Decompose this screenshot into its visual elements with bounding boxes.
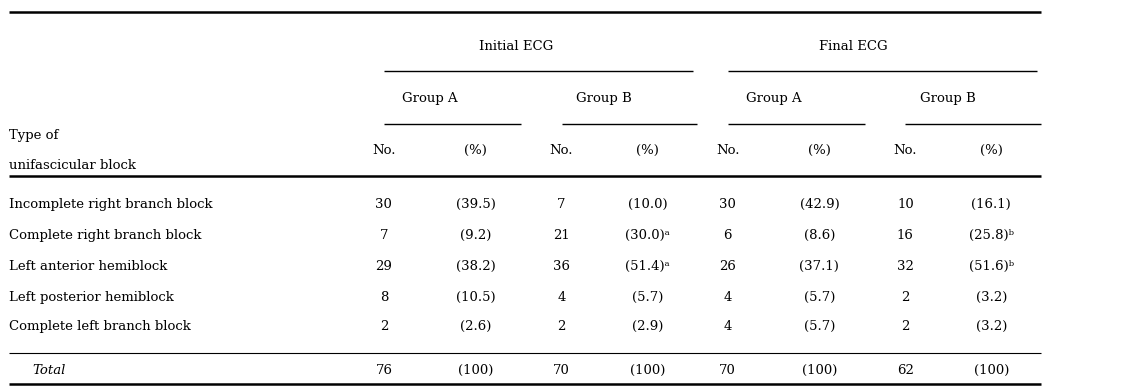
Text: (10.0): (10.0) xyxy=(628,198,667,211)
Text: (39.5): (39.5) xyxy=(456,198,495,211)
Text: 2: 2 xyxy=(557,320,566,333)
Text: 4: 4 xyxy=(557,291,566,304)
Text: (8.6): (8.6) xyxy=(803,229,835,242)
Text: (5.7): (5.7) xyxy=(803,320,835,333)
Text: (%): (%) xyxy=(808,144,831,157)
Text: 10: 10 xyxy=(897,198,913,211)
Text: (%): (%) xyxy=(980,144,1003,157)
Text: (3.2): (3.2) xyxy=(975,320,1007,333)
Text: (42.9): (42.9) xyxy=(800,198,839,211)
Text: Complete left branch block: Complete left branch block xyxy=(9,320,191,333)
Text: (100): (100) xyxy=(802,364,837,377)
Text: 30: 30 xyxy=(720,198,736,211)
Text: Total: Total xyxy=(32,364,65,377)
Text: 76: 76 xyxy=(376,364,392,377)
Text: Left anterior hemiblock: Left anterior hemiblock xyxy=(9,260,167,273)
Text: Left posterior hemiblock: Left posterior hemiblock xyxy=(9,291,174,304)
Text: 2: 2 xyxy=(379,320,388,333)
Text: No.: No. xyxy=(894,144,917,157)
Text: 29: 29 xyxy=(376,260,392,273)
Text: (51.4)ᵃ: (51.4)ᵃ xyxy=(626,260,669,273)
Text: (2.6): (2.6) xyxy=(460,320,492,333)
Text: unifascicular block: unifascicular block xyxy=(9,159,136,173)
Text: 2: 2 xyxy=(901,320,910,333)
Text: (%): (%) xyxy=(636,144,659,157)
Text: (38.2): (38.2) xyxy=(456,260,495,273)
Text: 30: 30 xyxy=(376,198,392,211)
Text: 6: 6 xyxy=(723,229,732,242)
Text: 32: 32 xyxy=(897,260,913,273)
Text: (100): (100) xyxy=(458,364,493,377)
Text: (5.7): (5.7) xyxy=(631,291,664,304)
Text: Incomplete right branch block: Incomplete right branch block xyxy=(9,198,213,211)
Text: 8: 8 xyxy=(379,291,388,304)
Text: (51.6)ᵇ: (51.6)ᵇ xyxy=(968,260,1014,273)
Text: (10.5): (10.5) xyxy=(456,291,495,304)
Text: 16: 16 xyxy=(897,229,913,242)
Text: Group B: Group B xyxy=(920,92,975,105)
Text: 62: 62 xyxy=(897,364,913,377)
Text: 2: 2 xyxy=(901,291,910,304)
Text: 26: 26 xyxy=(720,260,736,273)
Text: Initial ECG: Initial ECG xyxy=(479,40,552,53)
Text: 7: 7 xyxy=(379,229,388,242)
Text: (16.1): (16.1) xyxy=(972,198,1011,211)
Text: (3.2): (3.2) xyxy=(975,291,1007,304)
Text: Type of: Type of xyxy=(9,129,58,142)
Text: (%): (%) xyxy=(464,144,487,157)
Text: (100): (100) xyxy=(974,364,1008,377)
Text: 36: 36 xyxy=(554,260,570,273)
Text: Group A: Group A xyxy=(746,92,801,105)
Text: Group A: Group A xyxy=(402,92,457,105)
Text: Final ECG: Final ECG xyxy=(819,40,888,53)
Text: 4: 4 xyxy=(723,320,732,333)
Text: (25.8)ᵇ: (25.8)ᵇ xyxy=(968,229,1014,242)
Text: (30.0)ᵃ: (30.0)ᵃ xyxy=(625,229,670,242)
Text: Group B: Group B xyxy=(576,92,631,105)
Text: 21: 21 xyxy=(554,229,570,242)
Text: 4: 4 xyxy=(723,291,732,304)
Text: (37.1): (37.1) xyxy=(800,260,839,273)
Text: No.: No. xyxy=(550,144,573,157)
Text: (9.2): (9.2) xyxy=(460,229,492,242)
Text: (5.7): (5.7) xyxy=(803,291,835,304)
Text: No.: No. xyxy=(372,144,395,157)
Text: Complete right branch block: Complete right branch block xyxy=(9,229,202,242)
Text: 70: 70 xyxy=(554,364,570,377)
Text: (100): (100) xyxy=(630,364,665,377)
Text: No.: No. xyxy=(716,144,739,157)
Text: (2.9): (2.9) xyxy=(631,320,664,333)
Text: 7: 7 xyxy=(557,198,566,211)
Text: 70: 70 xyxy=(720,364,736,377)
